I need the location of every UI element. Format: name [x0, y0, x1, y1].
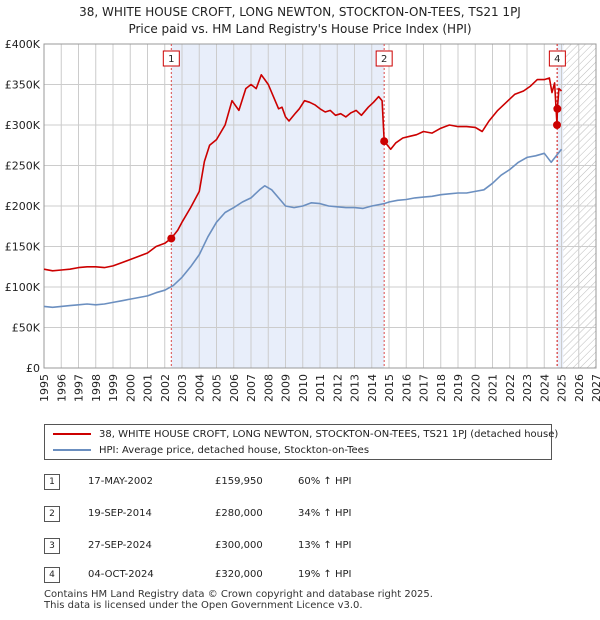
price-chart: £0 £50K £100K £150K £200K £250K £300K £350K £400… — [5, 38, 600, 402]
sale-point — [380, 137, 389, 146]
table-row: 1 17-MAY-2002 £159,950 60% ↑ HPI — [0, 472, 600, 492]
y-tick-label: £200K — [5, 200, 41, 213]
x-tick-label: 2017 — [418, 374, 431, 402]
chart-legend: 38, WHITE HOUSE CROFT, LONG NEWTON, STOC… — [44, 424, 558, 460]
plot-border — [43, 43, 597, 369]
table-row: 3 27-SEP-2024 £300,000 13% ↑ HPI — [0, 536, 600, 556]
transaction-price: £300,000 — [215, 540, 263, 551]
chart-subtitle: Price paid vs. HM Land Registry's House … — [128, 22, 472, 36]
transaction-date: 19-SEP-2014 — [88, 508, 152, 519]
y-tick-label: £0 — [26, 362, 40, 375]
sale-marker-box — [162, 50, 180, 67]
transaction-hpi-diff: 19% ↑ HPI — [298, 569, 352, 580]
x-tick-label: 2022 — [504, 374, 517, 402]
transaction-price: £320,000 — [215, 569, 263, 580]
x-tick-label: 1995 — [38, 374, 51, 402]
legend-swatch-hpi — [53, 449, 91, 451]
property-price-line — [43, 74, 563, 272]
sale-point — [167, 234, 176, 243]
legend-swatch-property — [53, 433, 91, 435]
transaction-number: 3 — [44, 538, 60, 554]
x-tick-label: 2001 — [142, 374, 155, 402]
sale-marker-box — [548, 50, 566, 67]
y-tick-label: £400K — [5, 38, 41, 51]
sale-marker-number: 2 — [381, 54, 387, 65]
x-tick-label: 2008 — [262, 374, 275, 402]
x-tick-label: 2021 — [487, 374, 500, 402]
x-tick-label: 2005 — [211, 374, 224, 402]
legend-label-property: 38, WHITE HOUSE CROFT, LONG NEWTON, STOC… — [99, 429, 559, 440]
sale-marker-number: 4 — [554, 54, 560, 65]
hpi-line — [43, 148, 563, 309]
x-tick-label: 2000 — [124, 374, 137, 402]
transaction-number: 4 — [44, 567, 60, 583]
x-tick-label: 1996 — [55, 374, 68, 402]
table-row: 4 04-OCT-2024 £320,000 19% ↑ HPI — [0, 565, 600, 585]
sale-point — [553, 121, 562, 129]
x-tick-label: 2026 — [573, 374, 586, 402]
x-tick-label: 1998 — [90, 374, 103, 402]
x-tick-label: 2018 — [435, 374, 448, 402]
x-tick-label: 2027 — [590, 374, 600, 402]
y-tick-label: £250K — [5, 160, 41, 173]
x-tick-label: 2019 — [452, 374, 465, 402]
x-tick-label: 1997 — [73, 374, 86, 402]
transaction-hpi-diff: 13% ↑ HPI — [298, 540, 352, 551]
transaction-number: 1 — [44, 474, 60, 490]
transaction-price: £159,950 — [215, 476, 263, 487]
x-tick-label: 2023 — [521, 374, 534, 402]
transaction-hpi-diff: 60% ↑ HPI — [298, 476, 352, 487]
table-row: 2 19-SEP-2014 £280,000 34% ↑ HPI — [0, 504, 600, 524]
x-tick-label: 2020 — [469, 374, 482, 402]
legend-item-property: 38, WHITE HOUSE CROFT, LONG NEWTON, STOC… — [53, 427, 558, 443]
x-tick-label: 2016 — [400, 374, 413, 402]
x-tick-label: 2006 — [228, 374, 241, 402]
footer-licence: This data is licensed under the Open Gov… — [44, 600, 363, 611]
x-tick-label: 2013 — [349, 374, 362, 402]
transaction-date: 17-MAY-2002 — [88, 476, 154, 487]
x-tick-label: 2024 — [538, 374, 551, 402]
x-tick-label: 2004 — [193, 374, 206, 402]
x-tick-label: 2007 — [245, 374, 258, 402]
transaction-date: 27-SEP-2024 — [88, 540, 152, 551]
legend-item-hpi: HPI: Average price, detached house, Stoc… — [53, 443, 369, 459]
x-tick-label: 2010 — [297, 374, 310, 402]
x-tick-label: 2014 — [366, 374, 379, 402]
x-tick-label: 2003 — [176, 374, 189, 402]
chart-title-address: 38, WHITE HOUSE CROFT, LONG NEWTON, STOC… — [79, 5, 521, 19]
transaction-hpi-diff: 34% ↑ HPI — [298, 508, 352, 519]
x-tick-label: 2025 — [556, 374, 569, 402]
legend-label-hpi: HPI: Average price, detached house, Stoc… — [99, 445, 370, 456]
y-tick-label: £100K — [5, 281, 41, 294]
transaction-number: 2 — [44, 506, 60, 522]
x-tick-label: 2012 — [331, 374, 344, 402]
transaction-date: 04-OCT-2024 — [88, 569, 154, 580]
x-tick-label: 2011 — [314, 374, 327, 402]
x-tick-label: 2002 — [159, 374, 172, 402]
y-tick-label: £300K — [5, 119, 41, 132]
sale-point — [553, 104, 562, 113]
y-tick-label: £150K — [5, 241, 41, 254]
x-tick-label: 2015 — [383, 374, 396, 402]
footer-attribution: Contains HM Land Registry data © Crown c… — [44, 589, 433, 611]
y-tick-label: £350K — [5, 79, 41, 92]
x-tick-label: 1999 — [107, 374, 120, 402]
transaction-price: £280,000 — [215, 508, 263, 519]
transactions-table: 1 17-MAY-2002 £159,950 60% ↑ HPI 2 19-SE… — [0, 472, 600, 592]
x-tick-label: 2009 — [280, 374, 293, 402]
sale-marker-number: 1 — [168, 54, 174, 65]
footer-copyright: Contains HM Land Registry data © Crown c… — [44, 589, 433, 600]
sale-marker-box — [375, 50, 393, 67]
y-tick-label: £50K — [12, 322, 41, 335]
